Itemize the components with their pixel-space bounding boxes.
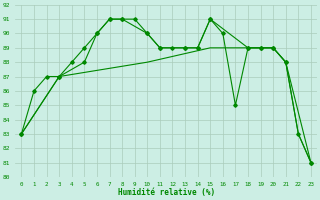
- X-axis label: Humidité relative (%): Humidité relative (%): [118, 188, 215, 197]
